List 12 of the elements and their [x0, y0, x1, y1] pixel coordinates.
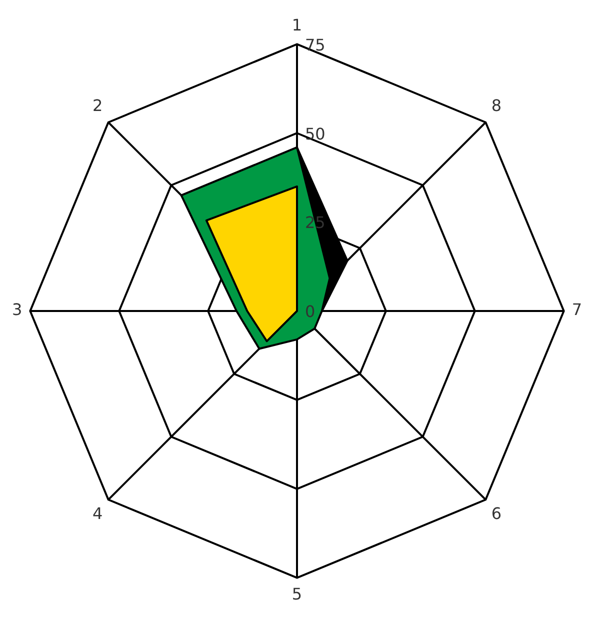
- spoke-label: 5: [292, 584, 302, 604]
- y-tick-label: 0: [305, 302, 316, 322]
- y-tick-label: 25: [305, 213, 326, 232]
- spoke-label: 8: [491, 96, 502, 116]
- y-tick-label: 50: [305, 124, 326, 144]
- spoke-label: 6: [491, 504, 502, 524]
- spoke-label: 2: [92, 96, 103, 116]
- spoke-label: 7: [572, 300, 582, 320]
- y-tick-label: 75: [305, 35, 326, 54]
- spoke-label: 1: [292, 16, 302, 35]
- spoke-label: 4: [92, 504, 103, 524]
- spoke-label: 3: [12, 300, 22, 320]
